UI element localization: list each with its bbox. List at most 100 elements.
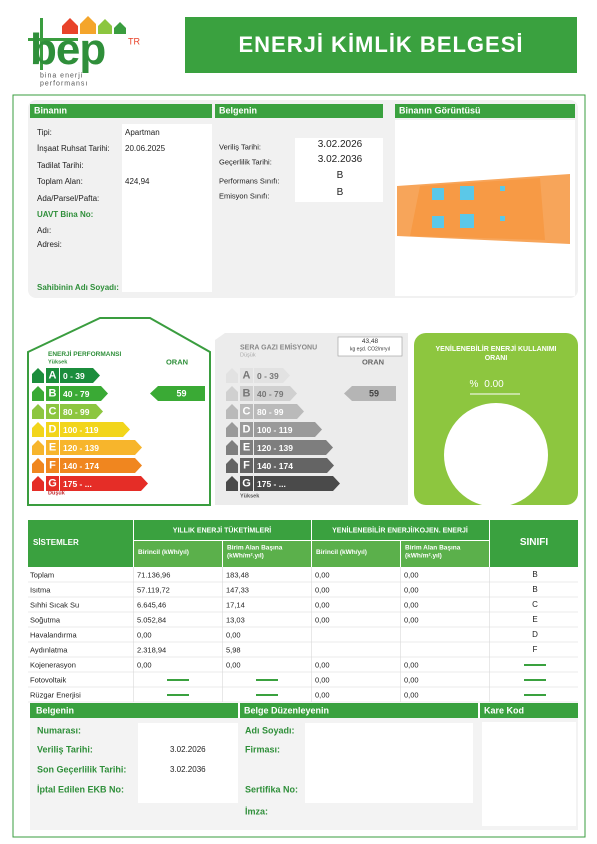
system-value: 147,33 [226,585,249,595]
field-value: 20.06.2025 [125,144,166,153]
section-heading: Belgenin [219,105,258,116]
class-letter-box [46,440,59,455]
sub-header-bg [312,541,400,567]
field-label: Ada/Parsel/Pafta: [37,194,100,203]
system-value: 6.645,46 [137,600,167,610]
field-label: İptal Edilen EKB No: [37,784,125,795]
class-letter-box [46,476,59,491]
system-value: 0,00 [404,585,419,595]
title-band [185,17,577,73]
rate-label: ORAN [361,357,385,367]
sub-header-bg [401,541,489,567]
renewable-value: 0.00 [484,379,504,390]
system-value: 0,00 [315,675,330,685]
system-value: 0,00 [404,570,419,580]
system-name: Rüzgar Enerjisi [30,690,81,700]
field-label: İnşaat Ruhsat Tarihi: [37,144,110,153]
field-label: Firması: [245,744,281,755]
class-bar [254,404,304,419]
system-value: 13,03 [226,615,245,625]
ghg-amount: 43,48 [361,337,379,345]
class-range: 0 - 39 [63,370,85,381]
logo-sup: TR [128,36,140,47]
system-value: 0,00 [404,690,419,700]
system-name: Sıhhi Sıcak Su [30,600,80,610]
system-value: 0,00 [404,615,419,625]
ghg-amount-box [337,336,403,357]
system-name: Isıtma [30,585,51,595]
field-label: Performans Sınıfı: [219,176,280,186]
field-value: 3.02.2036 [170,765,206,774]
class-letter-box [240,386,253,401]
class-house-icon [32,422,44,437]
section-heading: Binanın [34,105,67,116]
field-label: Tipi: [37,128,52,137]
section-heading: Binanın Görüntüsü [399,105,481,116]
system-value: 0,00 [404,600,419,610]
field-label: İmza: [245,806,269,817]
class-bar [60,404,103,419]
field-value: 3.02.2026 [170,745,206,754]
consumption-header-bg [134,520,311,540]
class-range: 100 - 119 [63,424,99,435]
class-letter: F [243,459,250,472]
system-value: 0,00 [404,675,419,685]
class-bar [254,386,297,401]
document-title: ENERJİ KİMLİK BELGESİ [238,32,524,57]
class-house-icon [226,458,238,473]
logo-sub: performansı [40,80,89,88]
class-range: 175 - ... [257,478,286,489]
class-bar [254,440,333,455]
qr-bg [482,722,576,826]
table-subheader: Birincil (kWh/yıl) [316,548,367,556]
system-value: 0,00 [315,600,330,610]
field-label: Son Geçerlilik Tarihi: [37,764,127,775]
class-letter: C [48,405,57,418]
field-value: 3.02.2036 [317,154,363,165]
class-letter-box [46,368,59,383]
field-label: Sahibinin Adı Soyadı: [37,283,119,292]
system-class: C [532,600,538,609]
system-value: 0,00 [226,630,241,640]
class-house-icon [226,440,238,455]
system-class: F [532,645,538,654]
class-letter: G [242,477,251,490]
class-house-icon [32,458,44,473]
scale-title: SERA GAZI EMİSYONU [240,344,318,352]
system-value: 0,00 [137,630,152,640]
class-letter: A [242,369,251,382]
class-letter-box [240,440,253,455]
renewable-gauge [444,403,548,507]
system-name: Havalandırma [30,630,77,640]
class-letter: D [242,423,251,436]
table-subheader: Birim Alan Başına (kWh/m².yıl) [405,544,461,560]
section-heading: Belge Düzenleyenin [244,705,330,716]
percent-sign: % [469,379,479,390]
logo-mark [28,16,126,70]
system-name: Fotovoltaik [30,675,67,685]
class-house-icon [226,404,238,419]
building-image [397,174,570,244]
field-label: Geçerlilik Tarihi: [219,157,272,167]
class-bar [254,368,290,383]
field-value: 424,94 [125,177,150,186]
field-value: B [336,187,344,198]
system-value: 0,00 [226,660,241,670]
scale-top: Yüksek [48,359,68,366]
building-values-bg [122,124,212,292]
class-bar [60,440,142,455]
system-value: 5,98 [226,645,241,655]
page-frame [12,94,586,838]
class-bar [60,476,148,491]
system-value: 183,48 [226,570,249,580]
field-label: Numarası: [37,725,82,736]
class-range: 100 - 119 [257,424,293,435]
class-letter: F [49,459,56,472]
system-value: 0,00 [137,660,152,670]
table-subheader: Birim Alan Başına (kWh/m².yıl) [227,544,283,560]
building-heading-bg [30,104,212,118]
class-range: 120 - 139 [63,442,99,453]
qr-heading-bg [480,703,578,718]
field-label: Emisyon Sınıfı: [219,191,270,201]
